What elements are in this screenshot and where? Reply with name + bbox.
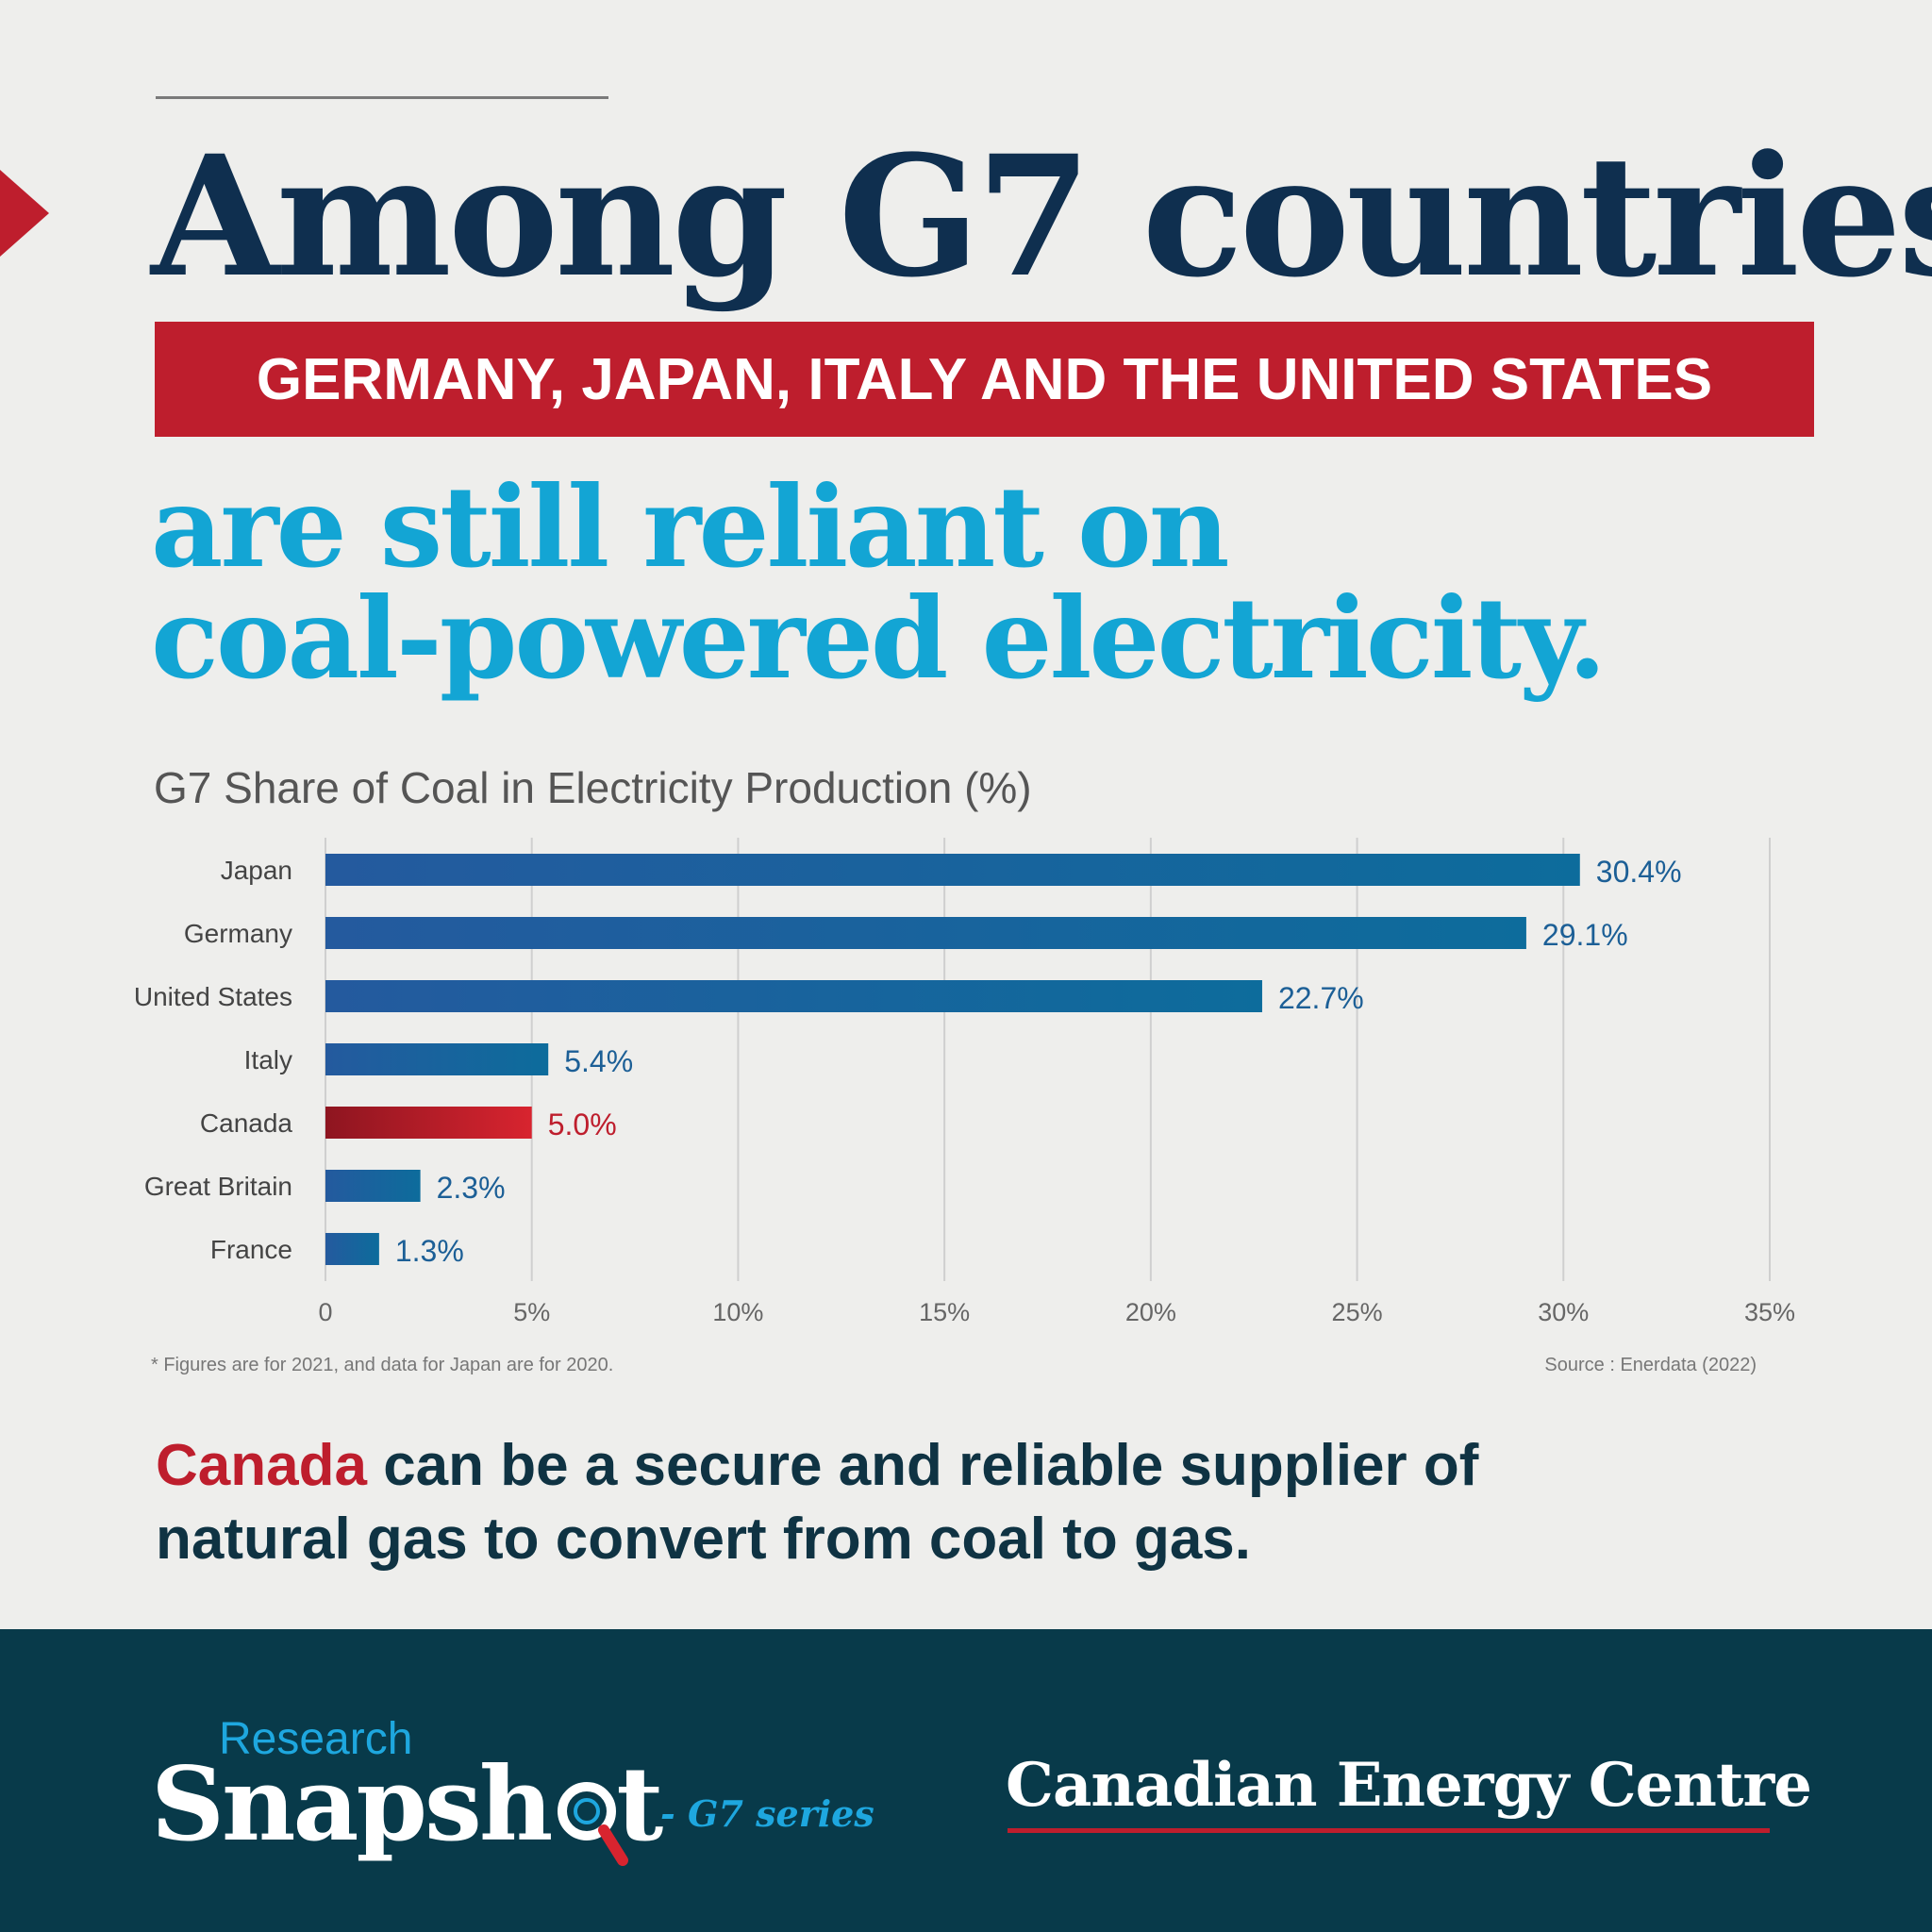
value-label: 5.0% xyxy=(548,1108,617,1141)
category-label: Japan xyxy=(221,856,292,885)
closing-statement: Canada can be a secure and reliable supp… xyxy=(156,1429,1854,1576)
category-label: Great Britain xyxy=(144,1172,292,1201)
x-tick-label: 15% xyxy=(919,1298,970,1326)
bar-canada xyxy=(325,1107,532,1139)
category-label: United States xyxy=(134,982,292,1011)
logo-snapshot-end: t xyxy=(616,1745,663,1864)
source-note: Source : Enerdata (2022) xyxy=(1544,1355,1757,1375)
bar-united-states xyxy=(325,980,1262,1012)
x-tick-label: 35% xyxy=(1744,1298,1795,1326)
x-tick-label: 25% xyxy=(1332,1298,1383,1326)
closing-line-1-rest: can be a secure and reliable supplier of xyxy=(366,1433,1479,1498)
category-label: Germany xyxy=(184,919,292,948)
category-label: Canada xyxy=(200,1108,293,1138)
x-tick-label: 10% xyxy=(712,1298,763,1326)
value-label: 1.3% xyxy=(395,1234,464,1268)
x-tick-label: 0 xyxy=(318,1298,332,1326)
banner-text: GERMANY, JAPAN, ITALY AND THE UNITED STA… xyxy=(256,346,1713,412)
value-label: 30.4% xyxy=(1596,855,1682,889)
subhead-line-2: coal-powered electricity. xyxy=(151,573,1607,704)
bar-chart: 0 5% 10% 15% 20% 25% 30% 35% Japan 30.4% Germany 29… xyxy=(134,838,1795,1326)
value-label: 22.7% xyxy=(1278,981,1364,1015)
cec-logo-text: Canadian Energy Centre xyxy=(1006,1750,1812,1821)
headline: Among G7 countries xyxy=(151,119,1932,314)
logo-snapshot-main: Snapsh xyxy=(151,1745,553,1864)
category-label: France xyxy=(210,1235,292,1264)
subhead: are still reliant on coal-powered electr… xyxy=(151,472,1849,694)
footer-bar xyxy=(0,1629,1932,1932)
x-tick-label: 5% xyxy=(513,1298,550,1326)
category-label: Italy xyxy=(244,1045,292,1074)
x-tick-label: 20% xyxy=(1125,1298,1176,1326)
value-label: 2.3% xyxy=(437,1171,506,1205)
logo-research-text: Research xyxy=(219,1714,413,1764)
bar-japan xyxy=(325,854,1580,886)
closing-highlight: Canada xyxy=(156,1433,367,1498)
footnote: * Figures are for 2021, and data for Jap… xyxy=(151,1355,614,1375)
red-banner: GERMANY, JAPAN, ITALY AND THE UNITED STA… xyxy=(155,322,1814,437)
red-arrow-marker xyxy=(0,170,49,257)
bar-italy xyxy=(325,1043,549,1075)
logo-series-text: - G7 series xyxy=(660,1792,874,1835)
logo-snapshot-text: Snapsh t xyxy=(151,1745,663,1864)
value-label: 29.1% xyxy=(1542,918,1628,952)
closing-line-2: natural gas to convert from coal to gas. xyxy=(156,1507,1252,1572)
bar-great-britain xyxy=(325,1170,421,1202)
magnifier-icon xyxy=(558,1782,628,1866)
x-tick-label: 30% xyxy=(1538,1298,1589,1326)
subhead-line-1: are still reliant on xyxy=(151,461,1230,592)
cec-logo-underline xyxy=(1008,1828,1770,1833)
chart-title: G7 Share of Coal in Electricity Producti… xyxy=(154,763,1032,812)
closing-line-1: Canada can be a secure and reliable supp… xyxy=(156,1429,1854,1503)
bar-france xyxy=(325,1233,379,1265)
bar-germany xyxy=(325,917,1526,949)
top-rule xyxy=(156,96,608,99)
value-label: 5.4% xyxy=(564,1044,633,1078)
